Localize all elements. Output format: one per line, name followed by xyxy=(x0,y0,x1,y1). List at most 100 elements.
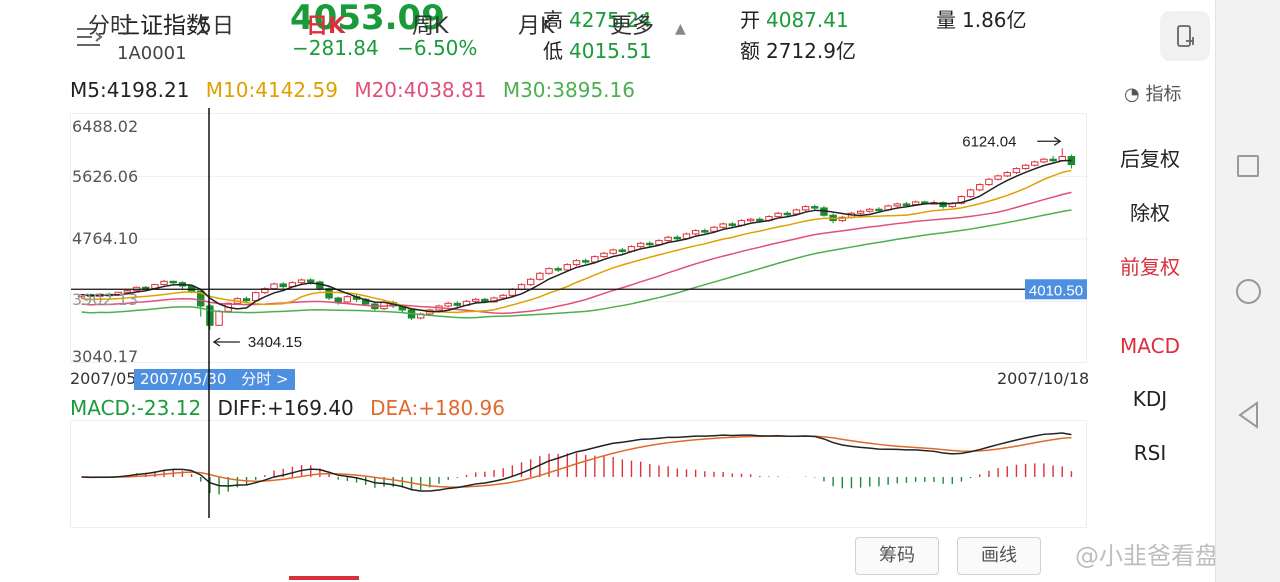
candle-body xyxy=(325,288,333,299)
candle-body xyxy=(242,298,251,302)
candle-body xyxy=(756,218,764,222)
candle-body xyxy=(664,236,672,242)
candle-body xyxy=(1021,164,1030,170)
candle-body xyxy=(801,206,810,211)
candle-body xyxy=(444,302,452,307)
candle-body xyxy=(343,296,352,303)
dea-line xyxy=(81,435,1072,488)
current-price: 4053.09 xyxy=(290,0,445,38)
landscape-toggle-button[interactable] xyxy=(1160,11,1210,61)
crosshair-value-text: 4010.50 xyxy=(1029,282,1083,299)
candle-body xyxy=(471,298,480,302)
y-label-1: 6488.02 xyxy=(72,117,139,136)
tab-monthly-k[interactable]: 月K xyxy=(518,14,555,39)
ma10-label: M10:4142.59 xyxy=(205,78,338,102)
candle-body xyxy=(811,206,819,209)
draw-line-button[interactable]: 画线 xyxy=(957,537,1041,575)
candle-body xyxy=(856,210,865,214)
volume-label: 量 xyxy=(936,8,956,32)
candle-body xyxy=(618,249,627,252)
candle-body xyxy=(526,278,535,286)
ma5-label: M5:4198.21 xyxy=(70,78,190,102)
candle-body xyxy=(939,202,947,208)
amount-label: 额 xyxy=(740,39,760,63)
candle-body xyxy=(563,264,572,271)
macd-legend: MACD:-23.12 DIFF:+169.40 DEA:+180.96 xyxy=(70,396,515,420)
candle-body xyxy=(545,268,553,274)
open-stat: 开 4087.41 xyxy=(740,4,849,33)
low-marker-arrowhead xyxy=(212,337,221,347)
candle-body xyxy=(976,184,984,191)
caret-up-icon: ▲ xyxy=(675,21,686,37)
candle-body xyxy=(673,236,682,240)
candle-body xyxy=(985,178,993,186)
kline-chart[interactable]: 4010.50 6124.04 3404.15 xyxy=(70,113,1088,363)
moving-average-legend: M5:4198.21 M10:4142.59 M20:4038.81 M30:3… xyxy=(70,78,645,102)
candle-body xyxy=(875,208,883,212)
menu-macd[interactable]: MACD xyxy=(1120,334,1180,358)
candle-body xyxy=(453,302,462,306)
menu-rsi[interactable]: RSI xyxy=(1133,441,1167,465)
candle-body xyxy=(508,288,517,296)
candle-body xyxy=(591,256,599,263)
candle-body xyxy=(701,230,709,233)
candle-body xyxy=(636,242,645,248)
tab-intraday[interactable]: 分时 xyxy=(88,14,133,39)
stock-code: 1A0001 xyxy=(117,43,187,64)
high-label: 高 xyxy=(543,8,563,32)
recent-apps-icon[interactable] xyxy=(1237,155,1259,177)
tab-weekly-k[interactable]: 周K xyxy=(412,14,449,39)
home-icon[interactable] xyxy=(1236,279,1261,304)
watermark-text: @小韭爸看盘 xyxy=(1075,542,1219,570)
low-value: 4015.51 xyxy=(569,39,652,63)
indicator-button[interactable]: ◔ 指标 xyxy=(1124,80,1181,106)
menu-kdj[interactable]: KDJ xyxy=(1132,387,1168,411)
diff-line xyxy=(81,432,1072,492)
candle-body xyxy=(1003,172,1011,177)
change-percent: −6.50% xyxy=(397,36,478,60)
low-marker-text: 3404.15 xyxy=(248,334,302,351)
candle-body xyxy=(902,203,911,206)
menu-forward-adjust[interactable]: 前复权 xyxy=(1120,255,1180,279)
candle-body xyxy=(517,284,526,290)
tab-more[interactable]: 更多 ▲ xyxy=(610,8,686,40)
candle-body xyxy=(499,294,507,299)
y-label-4: 3902.13 xyxy=(72,290,139,309)
y-label-5: 3040.17 xyxy=(72,347,139,366)
candle-body xyxy=(160,280,168,286)
high-marker-arrowhead xyxy=(1053,136,1062,146)
candle-body xyxy=(691,230,700,235)
high-stat: 高 4275.24 xyxy=(543,4,652,33)
menu-list-icon[interactable] xyxy=(74,22,104,52)
phone-rotate-icon xyxy=(1177,25,1194,47)
tab-5day[interactable]: 5日 xyxy=(198,14,234,39)
kline-svg: 4010.50 6124.04 3404.15 xyxy=(71,133,1088,351)
menu-ex-rights[interactable]: 除权 xyxy=(1130,201,1170,225)
y-label-2: 5626.06 xyxy=(72,167,139,186)
candle-body xyxy=(966,189,975,198)
candle-body xyxy=(1049,158,1057,162)
selected-date-tag[interactable]: 2007/05/30 分时 > xyxy=(134,369,295,390)
chips-button[interactable]: 筹码 xyxy=(855,537,939,575)
candle-body xyxy=(792,209,801,215)
candle-body xyxy=(279,283,287,288)
crosshair-value-box xyxy=(1025,279,1087,300)
back-icon[interactable] xyxy=(1237,401,1261,429)
candle-body xyxy=(1040,158,1048,163)
candle-body xyxy=(297,279,306,284)
candle-body xyxy=(866,208,874,212)
high-value: 4275.24 xyxy=(569,8,652,32)
tab-daily-k[interactable]: 日K xyxy=(306,14,346,39)
open-label: 开 xyxy=(740,8,760,32)
macd-svg xyxy=(81,432,1073,495)
diff-value: DIFF:+169.40 xyxy=(217,396,354,420)
candle-body xyxy=(554,268,562,271)
candle-body xyxy=(783,212,792,216)
change-value: −281.84 xyxy=(292,36,379,60)
candle-body xyxy=(774,212,782,218)
ma10-line xyxy=(81,169,1072,314)
candle-body xyxy=(1031,161,1039,166)
menu-backward-adjust[interactable]: 后复权 xyxy=(1120,147,1180,171)
candle-body xyxy=(307,279,315,283)
macd-chart[interactable] xyxy=(70,420,1087,528)
